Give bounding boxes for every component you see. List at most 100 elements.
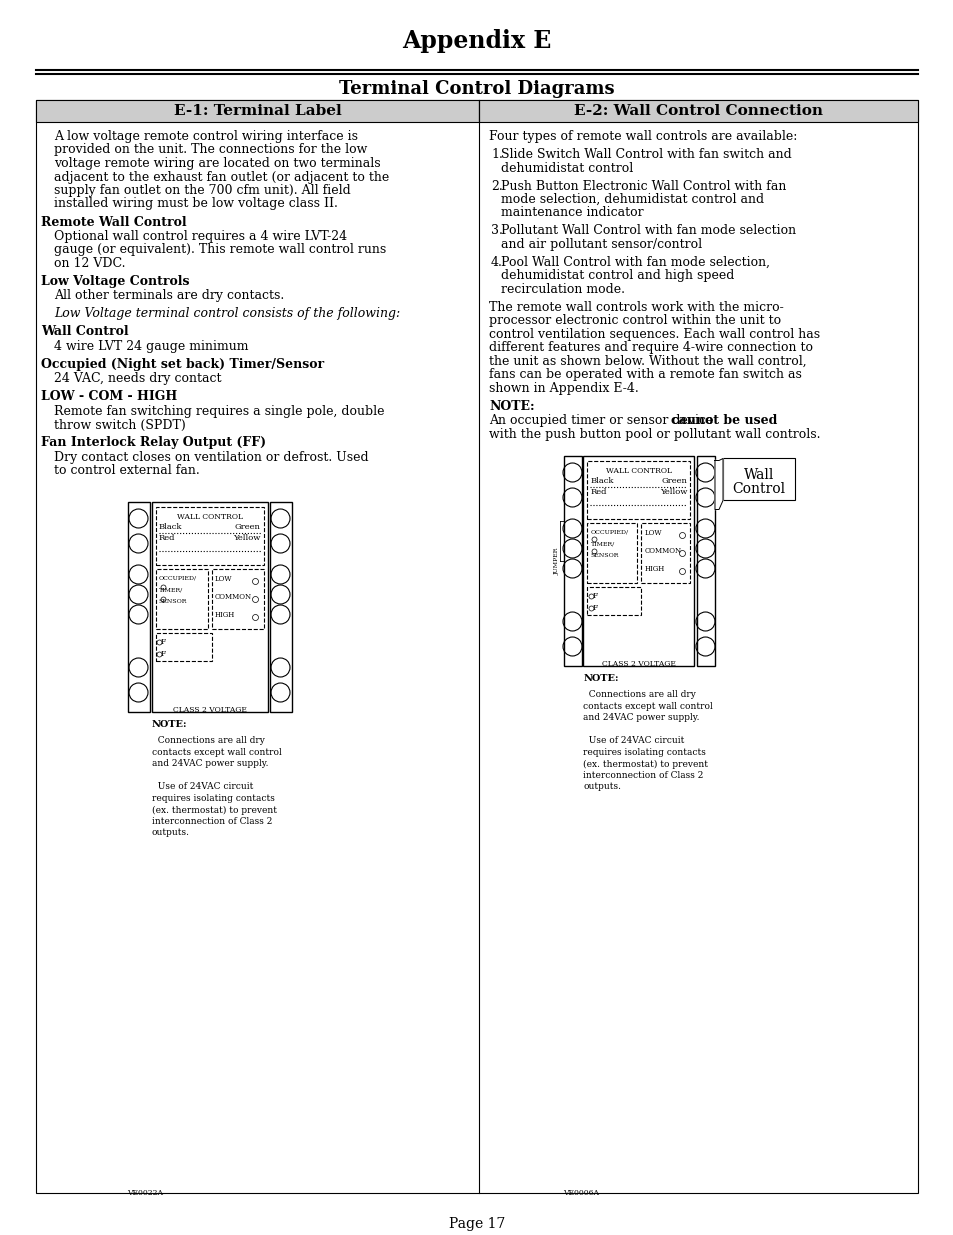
Bar bbox=[722, 458, 794, 500]
Text: SENSOR: SENSOR bbox=[590, 553, 618, 558]
Text: Push Button Electronic Wall Control with fan: Push Button Electronic Wall Control with… bbox=[500, 179, 785, 193]
Text: COMMON: COMMON bbox=[644, 547, 680, 556]
Text: Optional wall control requires a 4 wire LVT-24: Optional wall control requires a 4 wire … bbox=[54, 230, 347, 243]
Text: TIMER/: TIMER/ bbox=[590, 541, 614, 547]
Text: Occupied (Night set back) Timer/Sensor: Occupied (Night set back) Timer/Sensor bbox=[41, 358, 324, 370]
Text: and 24VAC power supply.: and 24VAC power supply. bbox=[583, 714, 700, 722]
Text: Wall: Wall bbox=[743, 468, 774, 483]
Bar bbox=[152, 503, 267, 713]
Text: (ex. thermostat) to prevent: (ex. thermostat) to prevent bbox=[152, 805, 276, 815]
Text: on 12 VDC.: on 12 VDC. bbox=[54, 257, 126, 270]
Bar bbox=[36, 100, 478, 122]
Text: Yellow: Yellow bbox=[659, 489, 687, 496]
Text: Control: Control bbox=[732, 483, 784, 496]
Text: interconnection of Class 2: interconnection of Class 2 bbox=[583, 771, 703, 781]
Text: recirculation mode.: recirculation mode. bbox=[500, 283, 624, 296]
Text: TIMER/: TIMER/ bbox=[158, 588, 183, 593]
Text: dehumidistat control and high speed: dehumidistat control and high speed bbox=[500, 269, 734, 283]
Text: and air pollutant sensor/control: and air pollutant sensor/control bbox=[500, 238, 701, 251]
Text: F: F bbox=[592, 593, 598, 600]
Bar bbox=[155, 634, 212, 662]
Text: HIGH: HIGH bbox=[214, 611, 234, 620]
Text: contacts except wall control: contacts except wall control bbox=[152, 748, 281, 757]
Text: Wall Control: Wall Control bbox=[41, 326, 129, 338]
Text: processor electronic control within the unit to: processor electronic control within the … bbox=[489, 315, 781, 327]
Text: LOW: LOW bbox=[644, 530, 661, 537]
Text: different features and require 4-wire connection to: different features and require 4-wire co… bbox=[489, 342, 812, 354]
Text: HIGH: HIGH bbox=[644, 566, 664, 573]
Text: A low voltage remote control wiring interface is: A low voltage remote control wiring inte… bbox=[54, 130, 357, 143]
Bar bbox=[128, 503, 150, 713]
Text: F: F bbox=[160, 651, 166, 658]
Bar bbox=[587, 524, 637, 583]
Text: CLASS 2 VOLTAGE: CLASS 2 VOLTAGE bbox=[601, 661, 676, 668]
Text: Pool Wall Control with fan mode selection,: Pool Wall Control with fan mode selectio… bbox=[500, 256, 769, 269]
Bar bbox=[155, 508, 263, 566]
Text: F: F bbox=[592, 604, 598, 613]
Text: NOTE:: NOTE: bbox=[152, 720, 187, 730]
Text: fans can be operated with a remote fan switch as: fans can be operated with a remote fan s… bbox=[489, 368, 801, 382]
Text: Low Voltage Controls: Low Voltage Controls bbox=[41, 275, 190, 288]
Text: 4 wire LVT 24 gauge minimum: 4 wire LVT 24 gauge minimum bbox=[54, 340, 248, 353]
Text: Green: Green bbox=[661, 478, 687, 485]
Text: Black: Black bbox=[158, 524, 182, 531]
Text: COMMON: COMMON bbox=[214, 594, 252, 601]
Text: OCCUPIED/: OCCUPIED/ bbox=[158, 576, 196, 580]
Text: adjacent to the exhaust fan outlet (or adjacent to the: adjacent to the exhaust fan outlet (or a… bbox=[54, 170, 389, 184]
Polygon shape bbox=[714, 458, 722, 510]
Bar bbox=[212, 569, 263, 630]
Text: 24 VAC, needs dry contact: 24 VAC, needs dry contact bbox=[54, 373, 221, 385]
Text: 4.: 4. bbox=[491, 256, 502, 269]
Text: throw switch (SPDT): throw switch (SPDT) bbox=[54, 419, 186, 431]
Text: the unit as shown below. Without the wall control,: the unit as shown below. Without the wal… bbox=[489, 354, 806, 368]
Bar bbox=[563, 457, 581, 667]
Bar bbox=[587, 462, 690, 520]
Text: SENSOR: SENSOR bbox=[158, 599, 187, 604]
Text: Fan Interlock Relay Output (FF): Fan Interlock Relay Output (FF) bbox=[41, 436, 266, 450]
Text: CLASS 2 VOLTAGE: CLASS 2 VOLTAGE bbox=[172, 706, 246, 715]
Text: installed wiring must be low voltage class II.: installed wiring must be low voltage cla… bbox=[54, 198, 337, 210]
Text: Connections are all dry: Connections are all dry bbox=[583, 690, 696, 699]
Text: Pollutant Wall Control with fan mode selection: Pollutant Wall Control with fan mode sel… bbox=[500, 225, 796, 237]
Text: Yellow: Yellow bbox=[233, 535, 260, 542]
Text: Appendix E: Appendix E bbox=[402, 28, 551, 53]
Text: provided on the unit. The connections for the low: provided on the unit. The connections fo… bbox=[54, 143, 367, 157]
Text: JUMPER: JUMPER bbox=[555, 548, 559, 576]
Bar bbox=[587, 588, 640, 615]
Text: to control external fan.: to control external fan. bbox=[54, 464, 199, 478]
Text: maintenance indicator: maintenance indicator bbox=[500, 206, 643, 220]
Text: 1.: 1. bbox=[491, 148, 502, 161]
Text: outputs.: outputs. bbox=[583, 783, 620, 792]
Bar bbox=[269, 503, 292, 713]
Text: voltage remote wiring are located on two terminals: voltage remote wiring are located on two… bbox=[54, 157, 380, 170]
Text: gauge (or equivalent). This remote wall control runs: gauge (or equivalent). This remote wall … bbox=[54, 243, 386, 257]
Text: Use of 24VAC circuit: Use of 24VAC circuit bbox=[583, 736, 684, 746]
Text: cannot be used: cannot be used bbox=[670, 415, 777, 427]
Text: WALL CONTROL: WALL CONTROL bbox=[176, 514, 242, 521]
Text: shown in Appendix E-4.: shown in Appendix E-4. bbox=[489, 382, 639, 395]
Text: Remote Wall Control: Remote Wall Control bbox=[41, 215, 187, 228]
Text: All other terminals are dry contacts.: All other terminals are dry contacts. bbox=[54, 289, 284, 303]
Text: (ex. thermostat) to prevent: (ex. thermostat) to prevent bbox=[583, 760, 708, 768]
Bar bbox=[583, 457, 694, 667]
Text: with the push button pool or pollutant wall controls.: with the push button pool or pollutant w… bbox=[489, 429, 820, 441]
Text: 3.: 3. bbox=[491, 225, 502, 237]
Bar bbox=[640, 524, 690, 583]
Text: E-1: Terminal Label: E-1: Terminal Label bbox=[173, 104, 341, 119]
Bar bbox=[155, 569, 208, 630]
Text: Terminal Control Diagrams: Terminal Control Diagrams bbox=[339, 80, 614, 98]
Text: outputs.: outputs. bbox=[152, 829, 190, 837]
Text: NOTE:: NOTE: bbox=[489, 400, 534, 412]
Bar bbox=[696, 457, 714, 667]
Text: WALL CONTROL: WALL CONTROL bbox=[605, 468, 671, 475]
Text: control ventilation sequences. Each wall control has: control ventilation sequences. Each wall… bbox=[489, 329, 820, 341]
Bar bbox=[478, 100, 917, 122]
Text: requires isolating contacts: requires isolating contacts bbox=[152, 794, 274, 803]
Text: LOW - COM - HIGH: LOW - COM - HIGH bbox=[41, 390, 177, 404]
Text: Red: Red bbox=[590, 489, 606, 496]
Text: interconnection of Class 2: interconnection of Class 2 bbox=[152, 818, 272, 826]
Text: dehumidistat control: dehumidistat control bbox=[500, 162, 633, 174]
Text: Red: Red bbox=[158, 535, 174, 542]
Text: VE0006A: VE0006A bbox=[563, 1189, 598, 1197]
Text: and 24VAC power supply.: and 24VAC power supply. bbox=[152, 760, 268, 768]
